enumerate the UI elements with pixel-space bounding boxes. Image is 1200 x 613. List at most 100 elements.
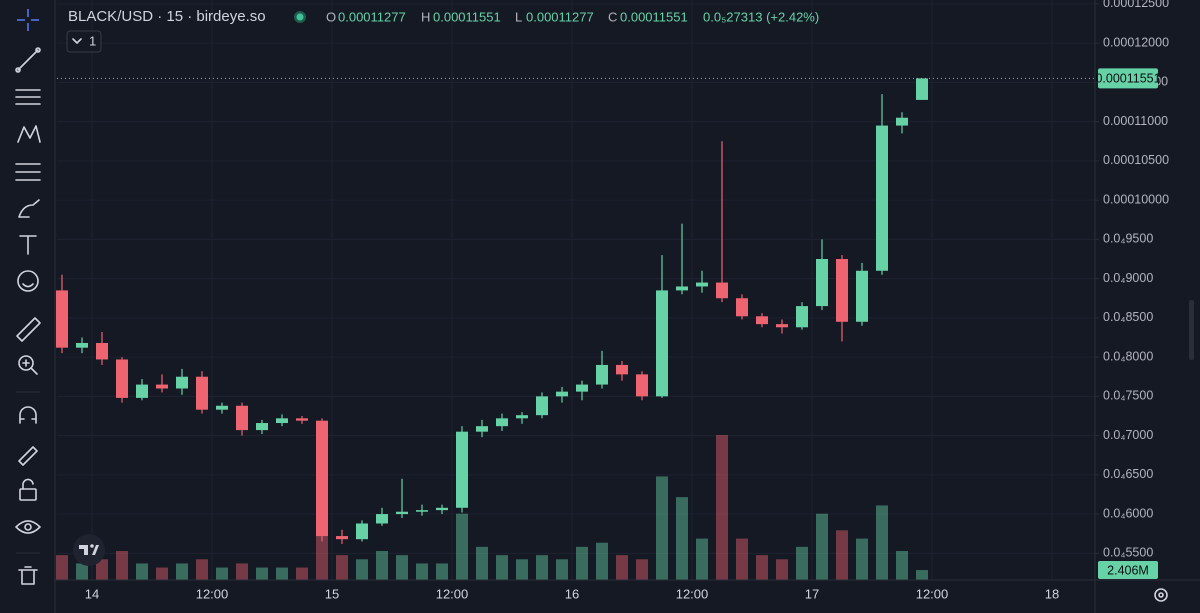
volume-label: 2.406M <box>1107 563 1149 577</box>
candle-body <box>256 423 268 431</box>
candle-body <box>156 384 168 389</box>
volume-bar <box>796 546 808 580</box>
legend-key: C <box>608 9 617 24</box>
volume-tag <box>1098 561 1158 579</box>
zoom-handle <box>22 359 38 375</box>
icon-dot <box>35 47 41 53</box>
logo-mark <box>79 545 99 555</box>
candle-body <box>876 125 888 271</box>
chevron <box>72 38 82 44</box>
volume-bar <box>116 551 128 580</box>
delete-tool[interactable] <box>18 566 38 585</box>
volume-bar <box>376 551 388 580</box>
logo[interactable] <box>73 534 105 566</box>
indicator-count: 1 <box>89 33 96 48</box>
fib-tool[interactable] <box>15 163 41 181</box>
y-tick-label: 0.0₄7500 <box>1103 389 1153 403</box>
legend-value: 0.00011551 <box>433 9 501 24</box>
last-price-label: 0.00011551 <box>1095 72 1160 86</box>
candle-body <box>56 290 68 348</box>
last-price-tag <box>1098 68 1158 89</box>
ruler-icon <box>16 317 41 342</box>
candle-body <box>796 306 808 328</box>
legend-value: 0.00011551 <box>620 9 688 24</box>
y-tick-label: 0.0₄5500 <box>1103 546 1153 560</box>
y-tick-label: 0.00010500 <box>1103 153 1169 167</box>
grid <box>57 0 1095 580</box>
visibility-tool[interactable] <box>15 520 41 534</box>
volume-bar <box>616 555 628 580</box>
y-tick-label: 0.00012500 <box>1103 0 1169 10</box>
candle-body <box>596 364 608 385</box>
volume-bar <box>496 555 508 580</box>
volume-bar <box>736 538 748 580</box>
y-tick-label: 0.0₄8000 <box>1103 349 1153 363</box>
volume-bar <box>676 497 688 580</box>
volume-bar <box>136 563 148 580</box>
magnet-icon <box>19 406 37 424</box>
pattern-tool[interactable] <box>17 125 41 143</box>
volume-bar <box>756 555 768 580</box>
volume-bar <box>916 570 928 580</box>
scrollbar <box>1189 300 1194 360</box>
candle-body <box>676 286 688 291</box>
symbol-title: BLACK/USD · 15 · birdeye.so <box>68 8 266 25</box>
emoji-tool[interactable] <box>17 270 39 292</box>
indicator-toggle[interactable]: 1 <box>66 30 102 53</box>
volume-bar <box>436 563 448 580</box>
volume-bar <box>236 563 248 580</box>
pattern-icon <box>17 125 41 143</box>
volume-bar <box>636 559 648 580</box>
brush-tool[interactable] <box>18 199 40 218</box>
candle-body <box>296 418 308 421</box>
candle-body <box>916 78 928 100</box>
x-tick-label: 15 <box>325 586 339 601</box>
volume-bar <box>276 567 288 580</box>
candle-body <box>516 415 528 419</box>
volume-bar <box>536 555 548 580</box>
candle-body <box>636 374 648 397</box>
volume-bar <box>416 563 428 580</box>
volume-bar <box>296 567 308 580</box>
volume-bar <box>76 563 88 580</box>
volume-bar <box>776 559 788 580</box>
trendline-icon <box>17 49 39 71</box>
y-tick-label: 0.00012000 <box>1103 35 1169 49</box>
candle-body <box>776 324 788 328</box>
y-tick-label: 0.0₄7000 <box>1103 428 1153 442</box>
text-tool[interactable] <box>19 235 37 255</box>
volume-bar <box>316 530 328 580</box>
settings-button[interactable] <box>1154 588 1168 602</box>
candle-body <box>736 298 748 317</box>
candle-body <box>116 359 128 398</box>
lock-tool[interactable] <box>19 478 37 501</box>
trendline-tool[interactable] <box>15 47 41 73</box>
lock-draw-tool[interactable] <box>18 446 38 466</box>
y-tick-label: 0.0₄8500 <box>1103 310 1153 324</box>
legend-key: L <box>515 9 522 24</box>
volume-bar <box>356 559 368 580</box>
x-tick-label: 12:00 <box>676 586 709 601</box>
volume-bar <box>856 538 868 580</box>
indicator-toggle-box[interactable] <box>66 30 102 53</box>
y-tick-label: 0.0₄9500 <box>1103 232 1153 246</box>
ruler-tool[interactable] <box>16 317 41 342</box>
candle-body <box>436 507 448 511</box>
zoom-tool[interactable] <box>18 355 38 375</box>
magnet-tool[interactable] <box>19 406 37 424</box>
crosshair-tool[interactable] <box>17 9 39 31</box>
legend-change: 0.0₅27313 (+2.42%) <box>703 9 819 24</box>
text-icon <box>19 235 37 255</box>
pencil-icon <box>18 446 38 466</box>
legend-value: 0.00011277 <box>338 9 406 24</box>
candle-body <box>396 511 408 515</box>
volume-bar <box>556 559 568 580</box>
lines-tool[interactable] <box>15 89 41 105</box>
candle-body <box>416 510 428 512</box>
candle-body <box>236 405 248 431</box>
candle-layer <box>56 78 928 544</box>
candle-body <box>496 418 508 427</box>
trash-icon <box>18 566 38 585</box>
lock-shackle <box>22 478 34 490</box>
candle-body <box>556 391 568 397</box>
